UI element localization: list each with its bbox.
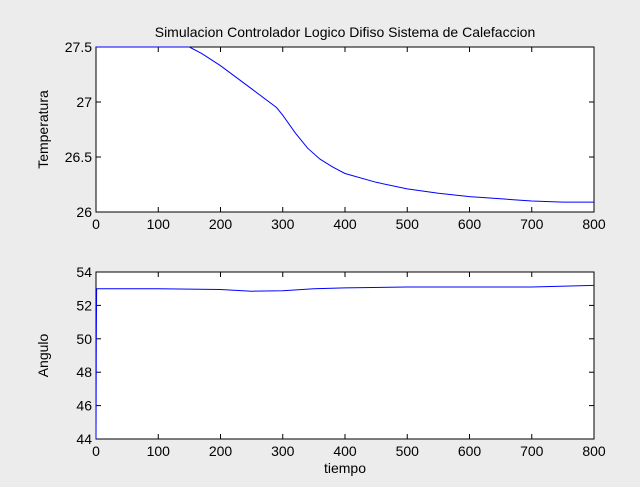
x-tick-label: 400 bbox=[333, 216, 357, 232]
x-tick-label: 700 bbox=[520, 216, 544, 232]
y-tick-label: 52 bbox=[76, 297, 92, 313]
angle-series-line bbox=[95, 284, 595, 440]
plot-area bbox=[95, 46, 595, 213]
plot-area bbox=[95, 271, 595, 440]
x-tick-label: 700 bbox=[520, 443, 544, 459]
x-tick-label: 0 bbox=[92, 216, 100, 232]
x-tick-label: 800 bbox=[582, 216, 606, 232]
x-tick-label: 100 bbox=[147, 216, 171, 232]
x-tick-label: 300 bbox=[271, 216, 295, 232]
y-tick-label: 26.5 bbox=[65, 149, 92, 165]
y-tick-label: 26 bbox=[76, 204, 92, 220]
temperature-series-line bbox=[96, 46, 594, 203]
y-axis-label: Angulo bbox=[35, 333, 51, 377]
x-tick-label: 200 bbox=[209, 216, 233, 232]
x-tick-label: 600 bbox=[458, 216, 482, 232]
x-tick-label: 0 bbox=[92, 443, 100, 459]
chart-title: Simulacion Controlador Logico Difiso Sis… bbox=[155, 24, 536, 40]
x-tick-label: 100 bbox=[147, 443, 171, 459]
x-axis-label: tiempo bbox=[324, 460, 366, 476]
x-tick-label: 500 bbox=[396, 216, 420, 232]
y-tick-label: 46 bbox=[76, 398, 92, 414]
x-tick-label: 400 bbox=[333, 443, 357, 459]
y-tick-label: 27.5 bbox=[65, 39, 92, 55]
y-tick-label: 48 bbox=[76, 364, 92, 380]
angle-axes: 0 100 200 300 400 500 600 700 800 44 46 48 50 52 54 Ang… bbox=[35, 264, 606, 476]
x-tick-label: 800 bbox=[582, 443, 606, 459]
y-tick-label: 50 bbox=[76, 331, 92, 347]
temperature-axes: 0 100 200 300 400 500 600 700 800 26 26.5 27 27.5 Tem… bbox=[35, 39, 606, 232]
x-tick-label: 500 bbox=[396, 443, 420, 459]
y-tick-label: 44 bbox=[76, 431, 92, 447]
y-tick-label: 54 bbox=[76, 264, 92, 280]
y-axis-label: Temperatura bbox=[35, 90, 51, 169]
x-tick-label: 300 bbox=[271, 443, 295, 459]
x-tick-label: 200 bbox=[209, 443, 233, 459]
x-tick-label: 600 bbox=[458, 443, 482, 459]
y-tick-label: 27 bbox=[76, 94, 92, 110]
